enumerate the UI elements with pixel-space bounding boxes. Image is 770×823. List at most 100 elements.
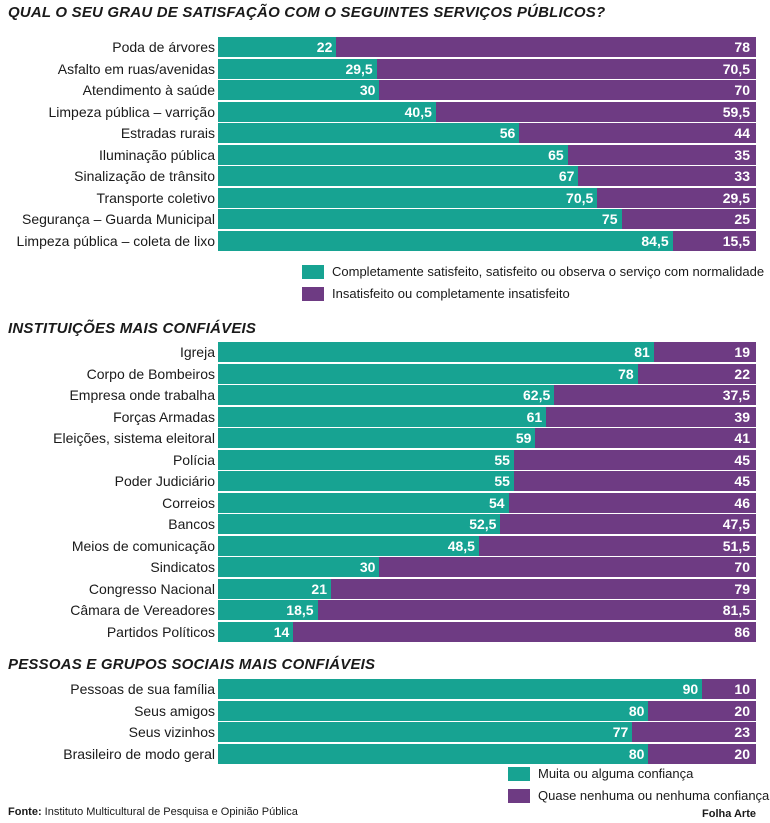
bar-segment-negative — [513, 471, 756, 491]
category-label: Polícia — [172, 451, 215, 468]
bar-segment-negative — [653, 342, 756, 362]
bar-segment-positive — [218, 621, 294, 642]
value-label-negative: 44 — [734, 125, 750, 141]
value-label-negative: 47,5 — [722, 516, 750, 532]
bar-segment-positive — [218, 230, 673, 251]
bar-segment-negative — [317, 600, 756, 620]
source-note: Fonte: Instituto Multicultural de Pesqui… — [8, 806, 298, 818]
value-label-positive: 90 — [682, 681, 699, 697]
value-label-positive: 78 — [618, 365, 634, 382]
bar-segment-negative — [648, 700, 756, 721]
bar-segment-negative — [621, 209, 756, 229]
category-label: Limpeza pública – coleta de lixo — [16, 232, 215, 249]
value-label-negative: 25 — [734, 211, 750, 227]
category-label: Seus vizinhos — [128, 724, 215, 740]
value-label-positive: 54 — [488, 494, 505, 511]
bar-segment-positive — [218, 578, 331, 599]
category-label: Forças Armadas — [113, 408, 215, 425]
value-label-negative: 86 — [734, 623, 750, 640]
value-label-negative: 10 — [734, 681, 750, 697]
legend-label: Insatisfeito ou completamente insatisfei… — [332, 286, 570, 301]
legend-item: Insatisfeito ou completamente insatisfei… — [302, 286, 570, 301]
value-label-negative: 41 — [734, 430, 750, 446]
legend-label: Quase nenhuma ou nenhuma confiança — [538, 788, 770, 803]
bar-segment-positive — [218, 209, 622, 229]
value-label-negative: 70 — [734, 82, 750, 98]
value-label-positive: 22 — [316, 39, 333, 55]
bar-segment-positive — [218, 557, 380, 577]
category-label: Transporte coletivo — [96, 189, 215, 206]
value-label-positive: 80 — [628, 745, 645, 762]
category-label: Correios — [162, 494, 215, 511]
legend-label: Muita ou alguma confiança — [538, 766, 694, 781]
category-label: Partidos Políticos — [106, 623, 215, 640]
source-label: Fonte: — [8, 806, 42, 818]
bar-segment-negative — [672, 230, 756, 251]
category-label: Corpo de Bombeiros — [86, 365, 215, 382]
bar-segment-negative — [519, 123, 756, 143]
bar-segment-positive — [218, 743, 649, 764]
bar-segment-positive — [218, 406, 547, 427]
value-label-negative: 23 — [734, 724, 750, 740]
bar-segment-positive — [218, 385, 555, 405]
bar-segment-negative — [293, 621, 756, 642]
bar-segment-positive — [218, 492, 509, 513]
value-label-negative: 70 — [734, 559, 750, 575]
value-label-negative: 22 — [734, 365, 750, 382]
value-label-positive: 52,5 — [469, 516, 497, 532]
category-label: Iluminação pública — [99, 146, 215, 163]
category-label: Sindicatos — [150, 559, 215, 575]
bar-segment-positive — [218, 363, 638, 384]
chart-title: PESSOAS E GRUPOS SOCIAIS MAIS CONFIÁVEIS — [8, 656, 376, 673]
category-label: Empresa onde trabalha — [69, 387, 215, 403]
value-label-positive: 48,5 — [447, 537, 475, 554]
value-label-negative: 70,5 — [722, 60, 750, 77]
value-label-negative: 33 — [734, 168, 750, 184]
value-label-negative: 37,5 — [722, 387, 750, 403]
source-text: Instituto Multicultural de Pesquisa e Op… — [44, 806, 298, 818]
value-label-positive: 75 — [601, 211, 618, 227]
value-label-positive: 30 — [359, 82, 376, 98]
bar-segment-positive — [218, 535, 479, 556]
value-label-negative: 19 — [734, 344, 750, 360]
bar-segment-positive — [218, 428, 536, 448]
bar-segment-positive — [218, 700, 649, 721]
bar-segment-negative — [379, 80, 756, 100]
bar-segment-positive — [218, 514, 501, 534]
value-label-negative: 51,5 — [722, 537, 750, 554]
category-label: Atendimento à saúde — [82, 82, 215, 98]
category-label: Igreja — [179, 344, 215, 360]
bar-segment-negative — [376, 58, 756, 79]
bar-segment-positive — [218, 101, 436, 122]
bar-segment-negative — [500, 514, 756, 534]
bar-segment-positive — [218, 342, 654, 362]
value-label-negative: 79 — [734, 580, 750, 597]
category-label: Bancos — [168, 516, 215, 532]
bar-segment-positive — [218, 679, 703, 699]
value-label-negative: 35 — [734, 146, 750, 163]
bar-segment-positive — [218, 471, 514, 491]
value-label-positive: 55 — [494, 451, 510, 468]
category-label: Câmara de Vereadores — [70, 602, 215, 618]
category-label: Poder Judiciário — [114, 473, 215, 489]
value-label-positive: 59 — [515, 430, 532, 446]
bar-segment-negative — [702, 679, 756, 699]
bar-segment-positive — [218, 58, 377, 79]
chart-title: QUAL O SEU GRAU DE SATISFAÇÃO COM O SEGU… — [8, 4, 606, 21]
bar-segment-positive — [218, 166, 579, 186]
value-label-positive: 70,5 — [566, 189, 594, 206]
category-label: Sinalização de trânsito — [74, 168, 215, 184]
value-label-negative: 20 — [734, 702, 750, 719]
value-label-positive: 61 — [526, 408, 543, 425]
value-label-negative: 78 — [734, 39, 750, 55]
value-label-positive: 80 — [628, 702, 645, 719]
chart-title: INSTITUIÇÕES MAIS CONFIÁVEIS — [8, 320, 257, 337]
value-label-negative: 29,5 — [722, 189, 750, 206]
value-label-positive: 21 — [311, 580, 327, 597]
bar-segment-negative — [330, 578, 756, 599]
value-label-positive: 30 — [359, 559, 376, 575]
legend-item: Quase nenhuma ou nenhuma confiança — [508, 788, 769, 803]
category-label: Asfalto em ruas/avenidas — [57, 60, 215, 77]
bar-segment-positive — [218, 187, 598, 208]
